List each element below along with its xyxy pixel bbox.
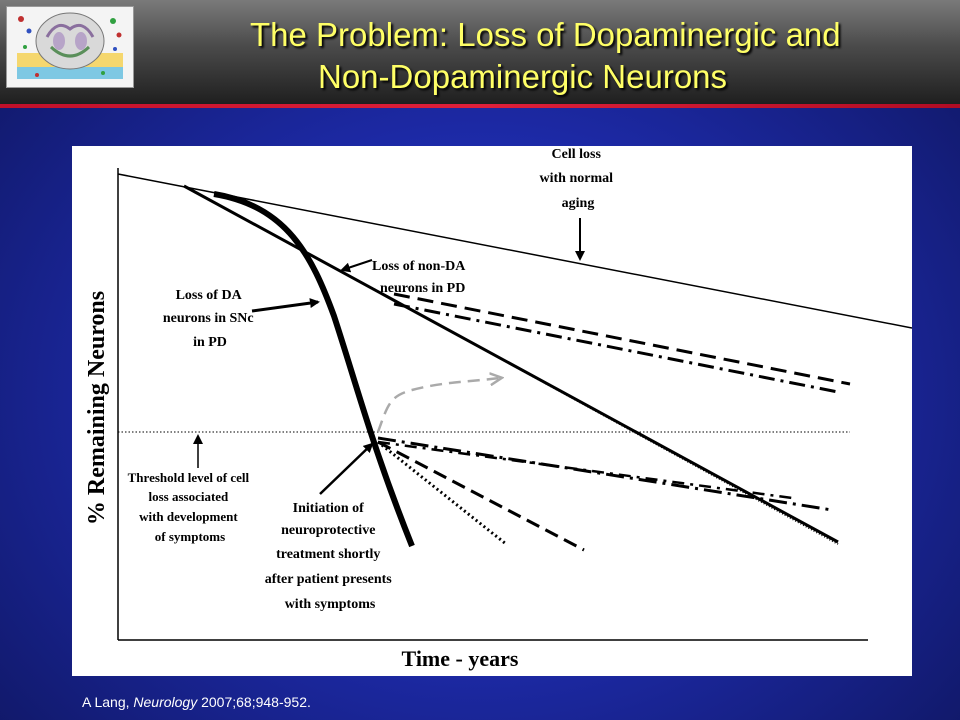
treatment-line-dashdot: [377, 436, 833, 512]
citation-journal: Neurology: [133, 694, 198, 710]
citation-details: 2007;68;948-952.: [197, 694, 311, 710]
slide-header: The Problem: Loss of Dopaminergic and No…: [0, 0, 960, 104]
annotation-normal-aging-line: with normal: [540, 171, 614, 186]
annotation-threshold-line: Threshold level of cell: [128, 470, 250, 485]
annotation-normal-aging-line: Cell loss: [552, 147, 602, 162]
da-loss-arrow: [251, 298, 320, 313]
treatment-line-dashed: [377, 440, 585, 552]
annotation-treatment-line: treatment shortly: [276, 547, 380, 562]
annotation-threshold: Threshold level of cell loss associated …: [128, 470, 253, 544]
annotation-threshold-line: loss associated: [148, 489, 229, 504]
neuron-loss-figure: % Remaining Neurons Time - years Cell lo…: [72, 146, 912, 676]
da-loss-curve: [213, 191, 415, 548]
annotation-normal-aging-line: aging: [562, 196, 595, 211]
annotation-da-loss: Loss of DA neurons in SNc in PD: [163, 288, 257, 350]
annotation-da-loss-line: in PD: [193, 335, 227, 350]
header-accent-rule: [0, 104, 960, 108]
non-da-treatment-line-1: [393, 292, 851, 386]
annotation-non-da-loss-line: neurons in PD: [380, 281, 465, 296]
annotation-normal-aging: Cell loss with normal aging: [540, 147, 617, 211]
annotation-da-loss-line: neurons in SNc: [163, 311, 254, 326]
slide-title: The Problem: Loss of Dopaminergic and No…: [150, 14, 950, 98]
non-da-loss-line: [183, 184, 839, 544]
annotation-treatment-line: Initiation of: [293, 501, 365, 516]
treatment-line-dotted: [377, 440, 507, 546]
y-axis-label: % Remaining Neurons: [84, 291, 110, 525]
annotation-da-loss-line: Loss of DA: [176, 288, 243, 303]
annotation-treatment-line: after patient presents: [265, 572, 393, 587]
non-da-loss-arrow: [340, 259, 373, 273]
citation: A Lang, Neurology 2007;68;948-952.: [82, 694, 311, 710]
annotation-threshold-line: with development: [139, 509, 238, 524]
treatment-line-dash-dot-2: [377, 440, 793, 500]
x-axis-label: Time - years: [402, 646, 519, 671]
annotation-non-da-loss-line: Loss of non-DA: [372, 259, 466, 274]
non-da-treatment-line-2: [393, 302, 839, 394]
gray-projection-arrow: [376, 378, 500, 433]
annotation-threshold-line: of symptoms: [155, 529, 225, 544]
slide-title-line-1: The Problem: Loss of Dopaminergic and: [250, 16, 841, 53]
annotation-treatment: Initiation of neuroprotective treatment …: [265, 501, 396, 612]
annotation-non-da-loss: Loss of non-DA neurons in PD: [372, 259, 468, 296]
slide-title-line-2: Non-Dopaminergic Neurons: [318, 58, 728, 95]
brain-illustration-icon: [6, 6, 134, 88]
normal-aging-line: [117, 173, 912, 329]
citation-author: A Lang,: [82, 694, 134, 710]
annotation-treatment-line: with symptoms: [285, 597, 376, 612]
annotation-treatment-line: neuroprotective: [281, 523, 375, 538]
treatment-arrow: [319, 442, 374, 495]
